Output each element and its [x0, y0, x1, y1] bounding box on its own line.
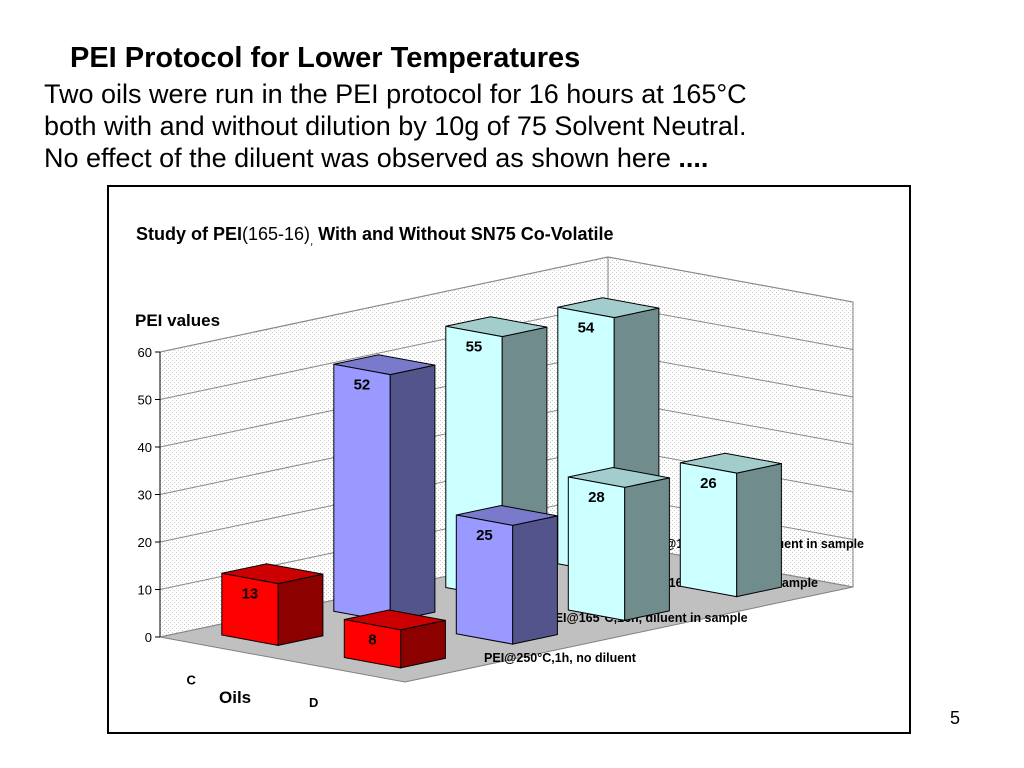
chart-title-paren: (165-16) — [242, 224, 311, 244]
data-label: 54 — [578, 319, 595, 336]
x-tick-label: C — [187, 672, 197, 687]
body-line-3: No effect of the diluent was observed as… — [44, 142, 747, 174]
bar-side — [512, 515, 558, 645]
x-tick-label: D — [309, 695, 318, 710]
data-label: 8 — [368, 632, 376, 649]
chart-title-sub: , — [310, 235, 314, 248]
y-tick-label: 30 — [138, 488, 152, 503]
y-tick-label: 10 — [138, 583, 152, 598]
bar — [567, 476, 626, 622]
y-axis-label: PEI values — [135, 311, 221, 330]
slide-title: PEI Protocol for Lower Temperatures — [70, 42, 581, 74]
data-label: 55 — [466, 338, 483, 355]
data-label: 52 — [354, 376, 371, 393]
bar — [221, 572, 279, 647]
x-axis-label: Oils — [219, 688, 252, 707]
bar — [455, 514, 514, 645]
data-label: 26 — [700, 475, 717, 492]
y-tick-label: 20 — [138, 535, 152, 550]
page-number: 5 — [950, 708, 961, 728]
gridline — [159, 256, 854, 353]
y-tick-label: 0 — [145, 630, 152, 645]
chart-title-rest: With and Without SN75 Co-Volatile — [313, 224, 614, 244]
data-label: 28 — [588, 489, 605, 506]
y-tick-label: 60 — [138, 345, 152, 360]
body-line-1: Two oils were run in the PEI protocol fo… — [44, 79, 747, 109]
y-tick-label: 40 — [138, 440, 152, 455]
slide-body: Two oils were run in the PEI protocol fo… — [44, 78, 747, 174]
bar-side — [624, 477, 670, 622]
bar-side — [736, 462, 782, 598]
bar — [679, 462, 738, 598]
bar — [333, 363, 391, 623]
series-label: PEI@250°C,1h, no diluent — [484, 651, 637, 665]
bar — [343, 618, 402, 669]
bar-side — [277, 573, 324, 647]
data-label: 13 — [242, 585, 259, 602]
bar-side — [389, 364, 436, 623]
chart-title-bold: Study of PEI — [136, 224, 243, 244]
body-line-3-text: No effect of the diluent was observed as… — [44, 143, 679, 173]
chart-title: Study of PEI(165-16), With and Without S… — [136, 224, 613, 248]
body-line-2: both with and without dilution by 10g of… — [44, 111, 747, 141]
data-label: 25 — [476, 527, 493, 544]
body-emphasis: .... — [678, 143, 709, 173]
y-tick-label: 50 — [138, 393, 152, 408]
